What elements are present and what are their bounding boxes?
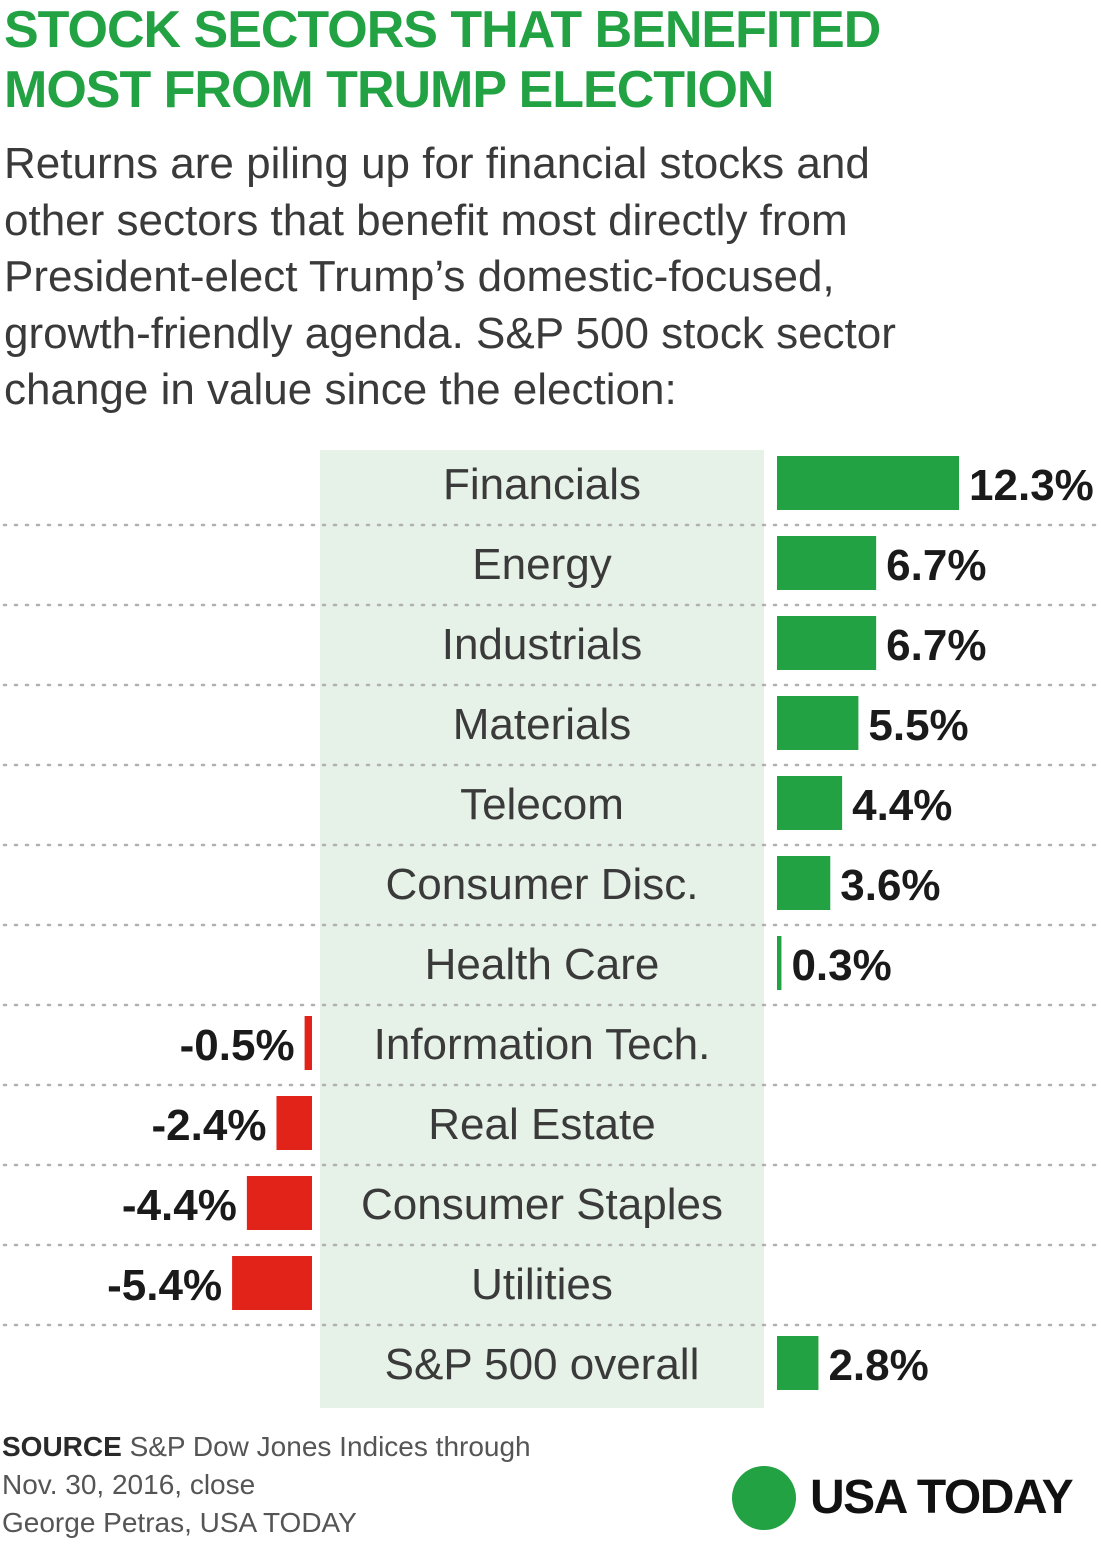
value-label: 5.5% bbox=[868, 701, 968, 750]
value-label: -2.4% bbox=[152, 1101, 267, 1150]
bar bbox=[246, 1176, 312, 1230]
usa-today-logo: USA TODAY bbox=[732, 1466, 1098, 1532]
category-label: Real Estate bbox=[428, 1100, 655, 1149]
source-label: SOURCE bbox=[2, 1431, 122, 1462]
subtitle-line: change in value since the election: bbox=[4, 365, 677, 414]
footer: SOURCE S&P Dow Jones Indices through Nov… bbox=[2, 1428, 531, 1542]
chart-title: STOCK SECTORS THAT BENEFITED MOST FROM T… bbox=[4, 0, 1094, 120]
bar bbox=[777, 776, 843, 830]
logo-circle-icon bbox=[732, 1466, 796, 1530]
value-label: 6.7% bbox=[886, 541, 986, 590]
value-label: 2.8% bbox=[828, 1341, 928, 1390]
bar bbox=[276, 1096, 312, 1150]
chart-subtitle: Returns are piling up for financial stoc… bbox=[4, 136, 1099, 419]
value-label: 0.3% bbox=[791, 941, 891, 990]
bar bbox=[304, 1016, 312, 1070]
subtitle-line: other sectors that benefit most directly… bbox=[4, 195, 848, 245]
value-label: 3.6% bbox=[840, 861, 940, 910]
category-label: Information Tech. bbox=[374, 1020, 711, 1069]
bar-chart: Financials 12.3% Energy 6.7% Industrials 6.7%… bbox=[2, 450, 1099, 1408]
source-date: Nov. 30, 2016, close bbox=[2, 1469, 256, 1500]
category-label: Health Care bbox=[425, 940, 660, 989]
bar bbox=[777, 1336, 819, 1390]
label-band bbox=[320, 450, 764, 1408]
bar bbox=[777, 456, 960, 510]
value-label: 4.4% bbox=[852, 781, 952, 830]
value-label: -0.5% bbox=[180, 1021, 295, 1070]
value-label: -5.4% bbox=[107, 1261, 222, 1310]
bar bbox=[777, 536, 877, 590]
category-label: Consumer Disc. bbox=[386, 860, 699, 909]
title-line: MOST FROM TRUMP ELECTION bbox=[4, 61, 774, 119]
bar bbox=[777, 696, 859, 750]
bar bbox=[777, 856, 831, 910]
category-label: Financials bbox=[443, 460, 641, 509]
category-label: Telecom bbox=[460, 780, 624, 829]
category-label: S&P 500 overall bbox=[385, 1340, 700, 1389]
subtitle-line: growth-friendly agenda. S&P 500 stock se… bbox=[4, 308, 896, 358]
bar bbox=[777, 616, 877, 670]
credit: George Petras, USA TODAY bbox=[2, 1507, 357, 1538]
subtitle-line: Returns are piling up for financial stoc… bbox=[4, 139, 870, 188]
value-label: 12.3% bbox=[969, 461, 1094, 510]
bar bbox=[232, 1256, 312, 1310]
category-label: Utilities bbox=[471, 1260, 613, 1309]
value-label: -4.4% bbox=[122, 1181, 237, 1230]
logo-text: USA TODAY bbox=[810, 1471, 1074, 1524]
value-label: 6.7% bbox=[886, 621, 986, 670]
category-label: Industrials bbox=[442, 620, 643, 669]
category-label: Materials bbox=[453, 700, 632, 749]
subtitle-line: President-elect Trump’s domestic-focused… bbox=[4, 252, 835, 301]
category-label: Energy bbox=[472, 540, 611, 589]
category-label: Consumer Staples bbox=[361, 1180, 723, 1229]
source-line: SOURCE S&P Dow Jones Indices through bbox=[2, 1428, 531, 1466]
source-text: S&P Dow Jones Indices through bbox=[121, 1431, 531, 1462]
bar bbox=[777, 936, 782, 990]
title-line: STOCK SECTORS THAT BENEFITED bbox=[4, 1, 881, 59]
